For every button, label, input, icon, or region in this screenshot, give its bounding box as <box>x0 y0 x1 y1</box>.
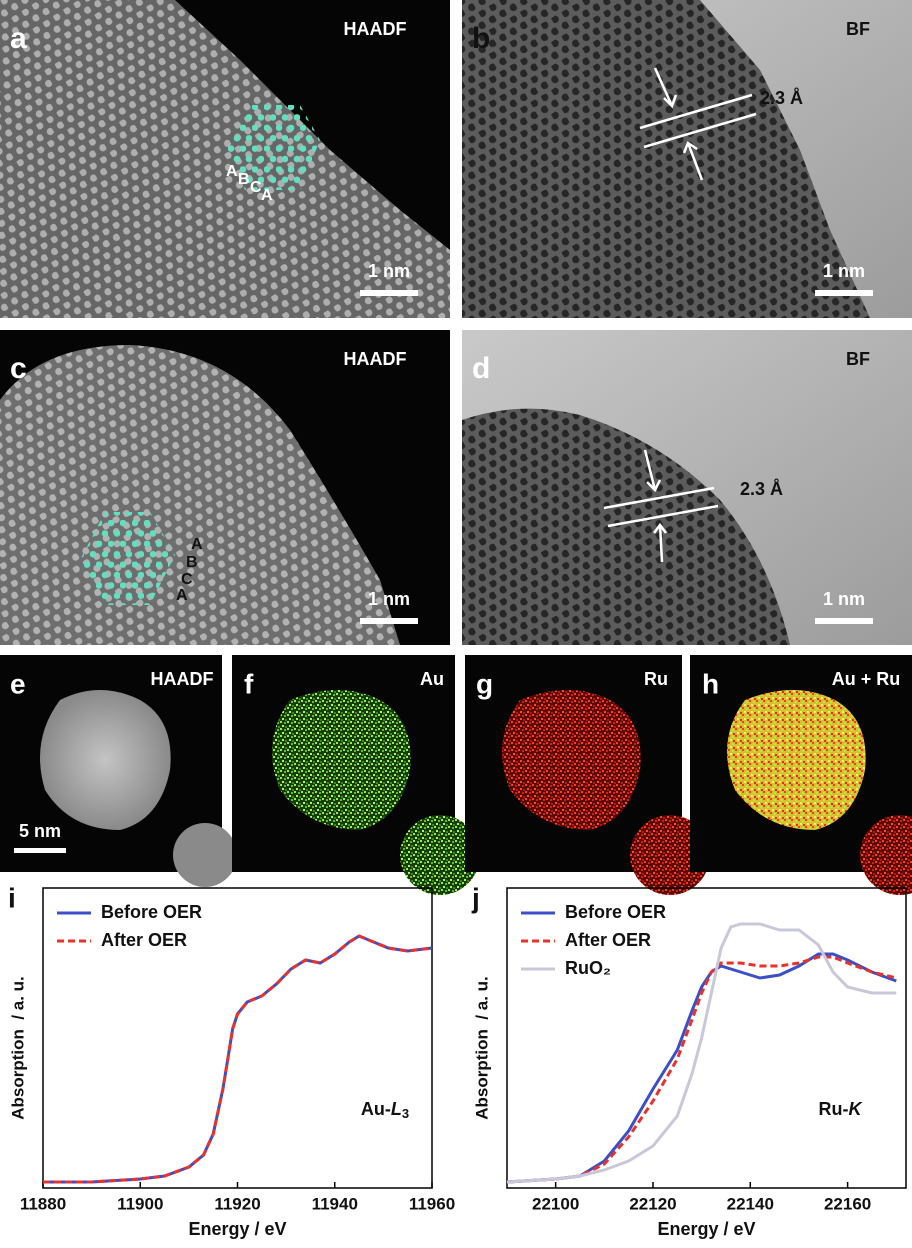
au-map <box>272 690 411 830</box>
panel-letter: j <box>471 882 480 913</box>
arrow <box>653 67 678 109</box>
panel-letter: h <box>702 668 719 699</box>
annotation-part: K <box>849 1099 864 1119</box>
scale-label: 1 nm <box>823 589 865 609</box>
annotation: Au-L3 <box>361 1099 409 1122</box>
overlay-map <box>727 690 866 830</box>
panel-d <box>462 330 912 645</box>
crystal <box>0 0 450 318</box>
au-map <box>400 815 480 895</box>
panel-letter: d <box>472 352 490 385</box>
x-tick-label: 22160 <box>824 1194 871 1213</box>
panel-b <box>462 0 912 318</box>
fringe <box>643 112 757 149</box>
scale-label: 1 nm <box>368 261 410 281</box>
x-tick-label: 11900 <box>117 1194 163 1213</box>
legend-label: RuO₂ <box>565 958 611 978</box>
stacking-label: A <box>226 163 238 180</box>
lattice-overlay <box>80 512 175 605</box>
panel-h <box>690 655 912 895</box>
scale-bar <box>360 618 418 624</box>
panel-letter: b <box>472 22 490 55</box>
arrow <box>643 449 662 493</box>
annotation-part: Au- <box>361 1099 391 1119</box>
arrow <box>682 141 704 181</box>
scale-bar <box>815 290 873 296</box>
lattice-overlay <box>225 105 320 190</box>
panel-letter: i <box>8 882 16 913</box>
arrow <box>653 522 667 563</box>
y-axis-title: Absorption / a. u. <box>8 976 27 1120</box>
crystal <box>462 0 870 318</box>
panel-letter: g <box>476 668 493 699</box>
panel-letter: f <box>244 668 254 699</box>
legend-label: After OER <box>101 930 187 950</box>
particle <box>173 823 237 887</box>
annotation: Ru-K <box>819 1099 864 1119</box>
fringe <box>607 504 719 528</box>
legend-label: Before OER <box>565 902 666 922</box>
annotation-part: 3 <box>402 1106 409 1121</box>
stacking-label: C <box>250 179 262 196</box>
annotation-part: Ru- <box>819 1099 849 1119</box>
element-label: Ru <box>644 669 668 689</box>
x-tick-label: 11880 <box>20 1194 66 1213</box>
x-tick-label: 11940 <box>312 1194 358 1213</box>
panel-a <box>0 0 450 318</box>
x-axis-title: Energy / eV <box>188 1219 286 1239</box>
data-line <box>506 955 897 1184</box>
panel-letter: e <box>10 668 26 699</box>
annotation-part: L <box>391 1099 402 1119</box>
fringe <box>639 93 753 130</box>
mode-label: BF <box>846 19 870 39</box>
scale-bar <box>360 290 418 296</box>
data-line <box>43 934 433 1184</box>
panel-letter: a <box>10 22 27 55</box>
x-tick-label: 22100 <box>532 1194 579 1213</box>
mode-label: BF <box>846 349 870 369</box>
overlay-map <box>860 815 912 895</box>
y-axis-title: Absorption / a. u. <box>472 976 491 1120</box>
stacking-label: A <box>261 187 273 204</box>
data-line <box>506 952 897 1184</box>
panel-e <box>0 655 237 887</box>
x-tick-label: 22140 <box>727 1194 774 1213</box>
scale-bar <box>14 848 66 853</box>
x-tick-label: 11920 <box>214 1194 260 1213</box>
panel-f <box>232 655 480 895</box>
plot-frame <box>506 887 907 1189</box>
stacking-label: A <box>176 587 188 604</box>
stacking-label: C <box>181 571 193 588</box>
stacking-label: B <box>186 554 198 571</box>
stacking-label: A <box>191 536 203 553</box>
element-label: Au + Ru <box>832 669 901 689</box>
scale-bar <box>815 618 873 624</box>
mode-label: HAADF <box>344 19 407 39</box>
spacing-label: 2.3 Å <box>760 88 803 108</box>
mode-label: HAADF <box>344 349 407 369</box>
element-label: Au <box>420 669 444 689</box>
x-tick-label: 22120 <box>629 1194 676 1213</box>
ru-map <box>502 690 641 830</box>
data-line <box>506 922 897 1184</box>
panel-c <box>0 330 450 645</box>
scale-label: 1 nm <box>823 261 865 281</box>
mode-label: HAADF <box>151 669 214 689</box>
legend-label: Before OER <box>101 902 202 922</box>
data-line <box>43 934 433 1184</box>
fringe <box>603 486 715 510</box>
crystal <box>462 408 790 645</box>
x-axis-title: Energy / eV <box>657 1219 755 1239</box>
scale-label: 5 nm <box>19 821 61 841</box>
spacing-label: 2.3 Å <box>740 479 783 499</box>
x-tick-label: 11960 <box>409 1194 455 1213</box>
legend-label: After OER <box>565 930 651 950</box>
panel-letter: c <box>10 352 27 385</box>
panel-g <box>465 655 710 895</box>
particle <box>40 690 171 830</box>
stacking-label: B <box>238 171 250 188</box>
scale-label: 1 nm <box>368 589 410 609</box>
